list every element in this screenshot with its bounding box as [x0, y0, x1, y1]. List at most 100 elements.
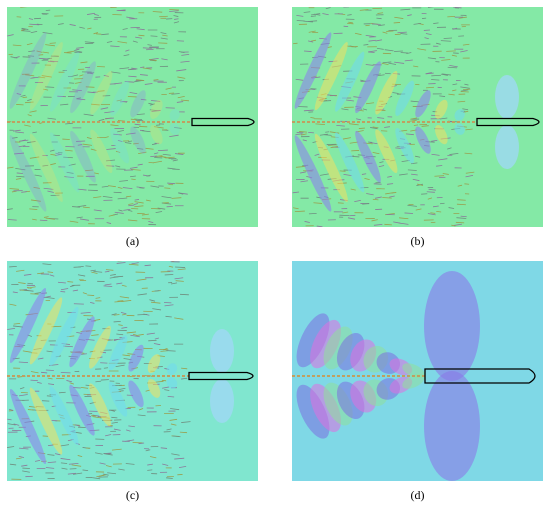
contour-dash [119, 67, 130, 70]
contour-dash [348, 123, 359, 126]
contour-dash [129, 91, 138, 95]
contour-dash [180, 99, 190, 102]
contour-dash [106, 222, 112, 224]
contour-dash [43, 295, 51, 299]
contour-dash [146, 174, 151, 177]
contour-dash [20, 28, 26, 32]
contour-dash [157, 149, 168, 152]
contour-dash [105, 465, 112, 468]
contour-dash [57, 95, 66, 98]
contour-dash [109, 276, 119, 279]
contour-dash [91, 271, 98, 274]
wake-band [50, 132, 80, 193]
wake-band [90, 129, 113, 174]
contour-dash [12, 291, 18, 294]
contour-dash [93, 270, 103, 273]
contour-dash [162, 153, 171, 156]
contour-dash [43, 216, 49, 218]
wake-band [454, 123, 465, 135]
contour-dash [154, 337, 159, 340]
contour-dash [404, 212, 414, 214]
contour-dash [179, 293, 189, 296]
contour-dash [350, 188, 356, 191]
wake-band [49, 306, 79, 366]
contour-dash [49, 274, 55, 277]
contour-dash [173, 15, 179, 17]
contour-dash [119, 296, 130, 299]
contour-dash [110, 71, 121, 74]
contour-dash [122, 313, 127, 316]
contour-dash [313, 202, 323, 204]
contour-dash [413, 65, 419, 68]
contour-dash [427, 213, 436, 216]
wake-band [454, 109, 465, 121]
contour-dash [146, 332, 155, 335]
contour-dash [101, 185, 109, 188]
contour-dash [326, 94, 337, 97]
contour-dash [386, 30, 394, 32]
contour-dash [16, 175, 25, 178]
contour-dash [384, 126, 390, 128]
contour-dash [415, 155, 421, 158]
contour-dash [449, 152, 459, 155]
ship-hull [476, 117, 540, 127]
contour-dash [117, 139, 123, 143]
contour-dash [308, 30, 316, 33]
contour-dash [162, 34, 168, 37]
contour-dash [400, 33, 408, 35]
contour-dash [104, 270, 110, 273]
contour-dash [47, 190, 54, 193]
contour-dash [68, 462, 79, 465]
wake-band [169, 109, 180, 121]
contour-dash [464, 152, 473, 155]
contour-dash [389, 195, 395, 198]
contour-dash [82, 143, 93, 146]
contour-dash [374, 196, 382, 199]
contour-dash [382, 31, 388, 34]
contour-dash [170, 408, 180, 411]
contour-dash [12, 129, 21, 132]
contour-dash [10, 56, 18, 59]
contour-dash [299, 131, 307, 133]
contour-dash [162, 348, 168, 351]
contour-dash [66, 380, 73, 383]
contour-dash [54, 453, 61, 456]
contour-dash [157, 207, 166, 210]
contour-dash [400, 52, 409, 54]
wake-band [147, 354, 161, 374]
wake-band [108, 335, 128, 371]
contour-dash [315, 123, 326, 125]
panel-a [7, 7, 258, 227]
contour-dash [110, 45, 120, 48]
contour-dash [21, 464, 28, 467]
contour-dash [27, 282, 34, 285]
contour-dash [111, 448, 122, 451]
contour-dash [160, 32, 167, 35]
panel-d [292, 261, 543, 481]
contour-dash [452, 27, 458, 30]
contour-dash [300, 133, 307, 136]
contour-dash [111, 313, 117, 316]
contour-dash [442, 73, 452, 76]
contour-dash [407, 169, 417, 171]
contour-dash [20, 94, 26, 97]
contour-dash [18, 145, 26, 148]
contour-dash [116, 262, 126, 264]
contour-dash [149, 103, 155, 106]
contour-dash [451, 54, 457, 57]
wake-band [29, 133, 63, 202]
contour-dash [129, 166, 138, 169]
contour-dash [457, 184, 463, 187]
contour-dash [179, 431, 188, 434]
wake-band [435, 125, 448, 145]
contour-dash [384, 49, 394, 52]
contour-dash [438, 158, 448, 161]
contour-dash [319, 173, 329, 176]
contour-dash [141, 130, 151, 133]
contour-dash [431, 139, 438, 142]
contour-dash [136, 148, 144, 150]
contour-dash [425, 86, 435, 89]
contour-dash [30, 371, 39, 374]
contour-dash [133, 142, 139, 145]
contour-dash [356, 118, 362, 121]
